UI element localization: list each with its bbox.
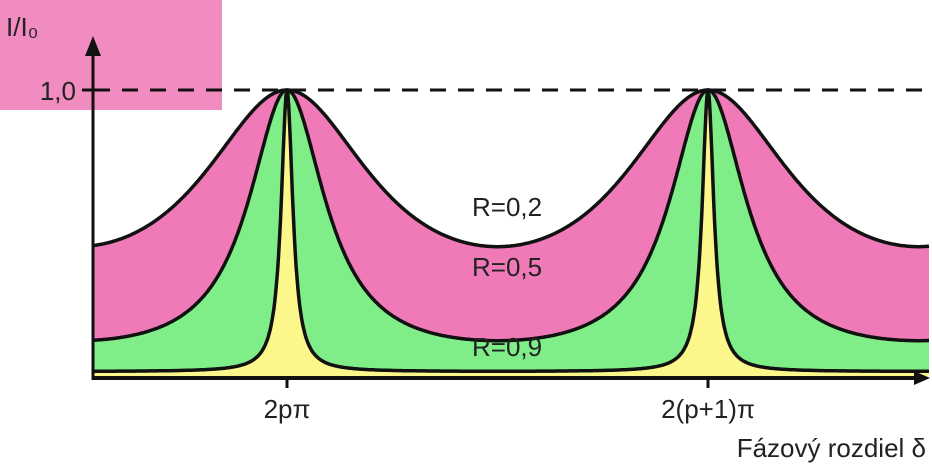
series-label-r05: R=0,5	[472, 252, 542, 282]
series-curve-2	[93, 88, 929, 343]
series-label-r09: R=0,9	[472, 332, 542, 362]
y-axis-label: I/I₀	[6, 12, 38, 42]
x-axis-label: Fázový rozdiel δ	[737, 433, 926, 463]
y-tick-label-1: 1,0	[40, 76, 76, 106]
series-curve-3	[93, 89, 929, 373]
x-tick-label-2: 2(p+1)π	[661, 394, 755, 424]
x-axis-arrow	[914, 371, 930, 385]
series-label-r02: R=0,2	[472, 192, 542, 222]
y-axis-arrow	[85, 36, 101, 56]
series-curves	[93, 88, 930, 373]
series-curve-1	[93, 88, 930, 249]
x-tick-label-1: 2pπ	[264, 394, 311, 424]
y-axis-label-highlight	[0, 0, 222, 110]
